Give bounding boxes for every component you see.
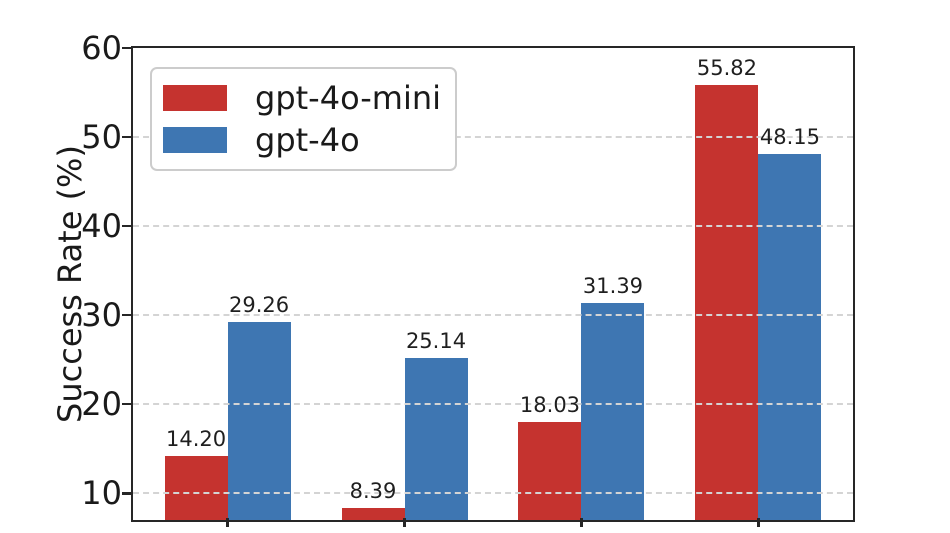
bar-gpt-4o-mini-group-4 <box>695 85 759 520</box>
legend-row-gpt-4o-mini: gpt-4o-mini <box>163 77 441 119</box>
legend-label-gpt-4o-mini: gpt-4o-mini <box>255 79 442 117</box>
bar-gpt-4o-mini-group-2 <box>341 507 405 520</box>
gridline-30 <box>133 314 853 317</box>
legend-label-gpt-4o: gpt-4o <box>255 121 360 159</box>
y-tick-mark-30 <box>122 313 133 317</box>
gridline-20 <box>133 403 853 406</box>
gridline-40 <box>133 225 853 228</box>
legend-swatch-red-icon <box>163 85 227 111</box>
y-axis-title: Success Rate (%) <box>51 145 89 423</box>
x-tick-mark-group-4 <box>757 518 760 527</box>
gridline-10 <box>133 492 853 495</box>
y-tick-label-50: 50 <box>81 118 122 157</box>
y-tick-mark-10 <box>122 492 133 495</box>
gridline-50 <box>133 136 853 139</box>
bar-gpt-4o-mini-group-3 <box>518 421 582 520</box>
bar-gpt-4o-group-2 <box>404 358 468 520</box>
plot-area: 14.20 29.26 8.39 25.14 18.03 31.39 55.82 48.15 … <box>122 46 855 527</box>
y-tick-label-30: 30 <box>81 296 122 335</box>
bar-value-label-gpt-4o-group-1: 29.26 <box>228 292 290 317</box>
x-tick-mark-group-2 <box>403 518 406 527</box>
y-tick-mark-60 <box>122 46 133 50</box>
y-tick-mark-20 <box>122 402 133 406</box>
y-tick-label-20: 20 <box>81 385 122 424</box>
bar-value-label-gpt-4o-group-2: 25.14 <box>405 329 467 354</box>
legend-swatch-blue-icon <box>163 127 227 153</box>
legend-row-gpt-4o: gpt-4o <box>163 119 441 161</box>
bar-gpt-4o-group-4 <box>758 153 822 520</box>
x-tick-mark-group-3 <box>580 518 583 527</box>
bar-value-label-gpt-4o-mini-group-1: 14.20 <box>165 426 227 451</box>
bar-value-label-gpt-4o-group-4: 48.15 <box>759 124 821 149</box>
y-tick-label-10: 10 <box>81 474 122 513</box>
bar-gpt-4o-group-1 <box>227 321 291 520</box>
y-tick-label-40: 40 <box>81 207 122 246</box>
bar-gpt-4o-mini-group-1 <box>164 455 228 520</box>
y-tick-mark-50 <box>122 135 133 139</box>
bar-value-label-gpt-4o-group-3: 31.39 <box>582 273 644 298</box>
x-tick-mark-group-1 <box>226 518 229 527</box>
bar-value-label-gpt-4o-mini-group-4: 55.82 <box>696 56 758 81</box>
bar-value-label-gpt-4o-mini-group-3: 18.03 <box>519 392 581 417</box>
legend: gpt-4o-mini gpt-4o <box>150 67 458 171</box>
y-tick-label-60: 60 <box>81 29 122 67</box>
y-tick-mark-40 <box>122 224 133 228</box>
bar-value-label-gpt-4o-mini-group-2: 8.39 <box>349 478 397 503</box>
bar-gpt-4o-group-3 <box>581 302 645 520</box>
